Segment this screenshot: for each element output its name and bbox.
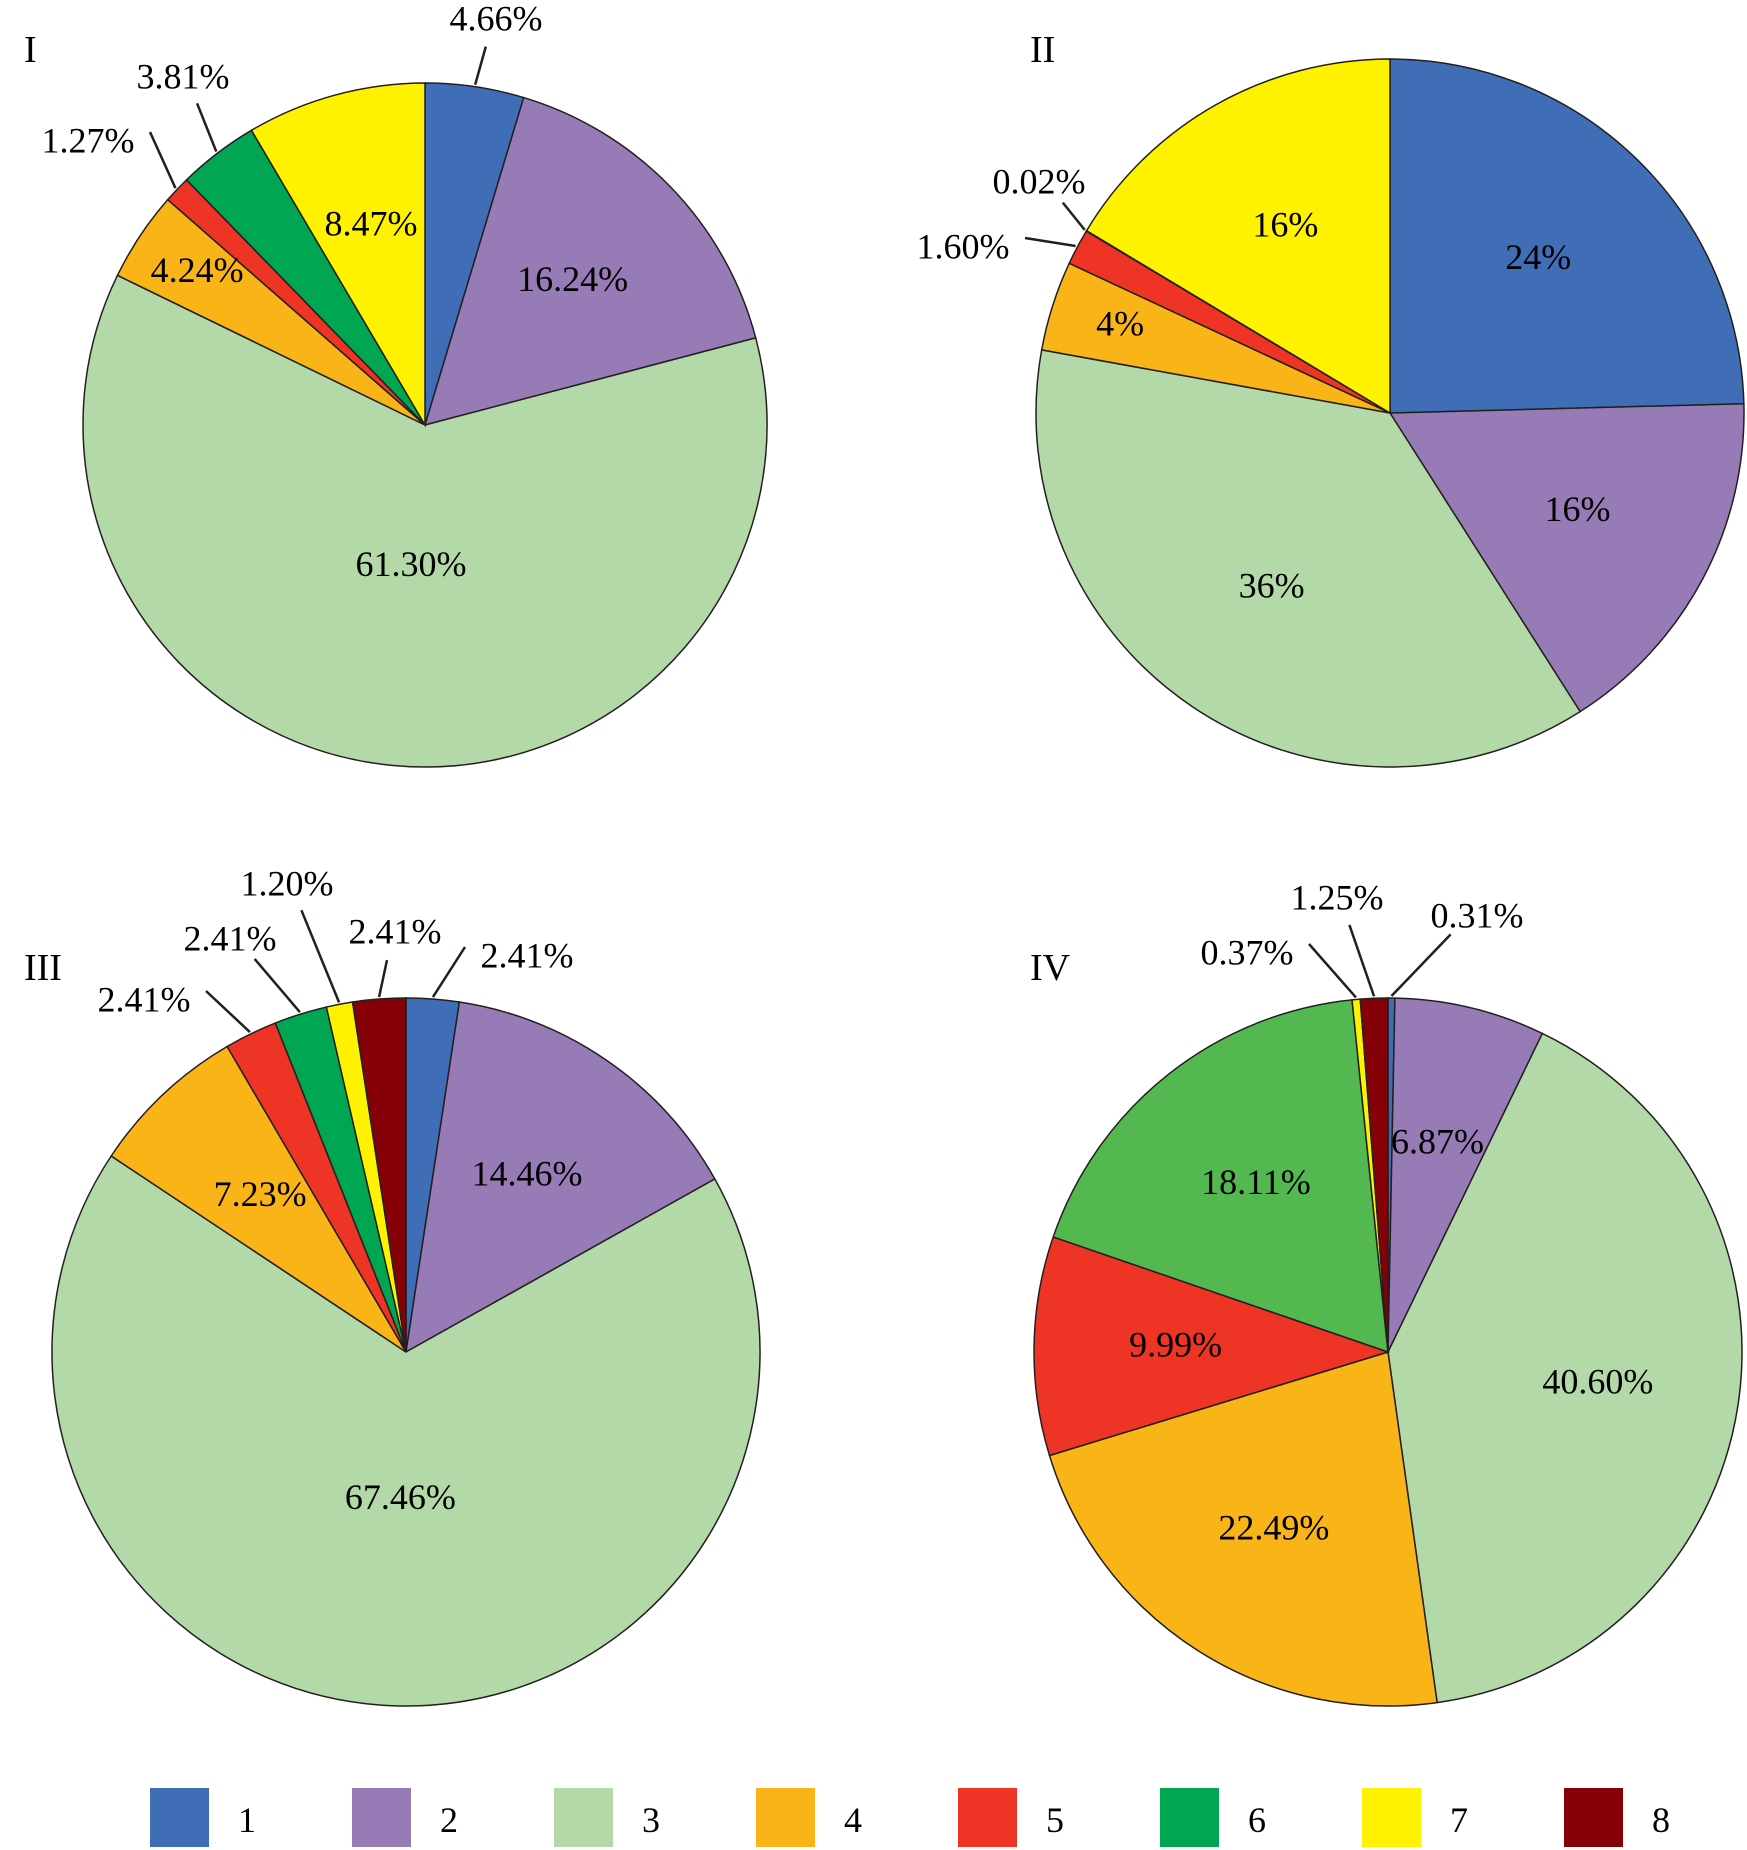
legend-label: 4 [844, 1800, 862, 1840]
leader-line [377, 959, 389, 998]
data-label: 1.25% [1291, 877, 1384, 917]
data-label: 0.37% [1201, 932, 1294, 972]
pie-slice-1 [1389, 58, 1745, 414]
legend-label: 2 [440, 1800, 458, 1840]
data-label: 2.41% [98, 979, 191, 1019]
leader-line [473, 46, 488, 86]
leader-line [1348, 924, 1376, 997]
data-label: 1.20% [241, 863, 334, 903]
legend-label: 5 [1046, 1800, 1064, 1840]
pie-slice-2 [1387, 997, 1544, 1353]
pie-slice-2 [423, 96, 757, 427]
pie-slice-2 [405, 1001, 716, 1354]
pie-I: I 4.66% 16.24% 61.30% 4.24% 1.27%3.81% 8.47% [24, 0, 768, 768]
pie-slice-3 [82, 274, 768, 768]
data-label: 18.11% [1201, 1162, 1311, 1202]
leader-line [148, 131, 177, 189]
data-label: 14.46% [471, 1154, 582, 1194]
legend-label: 1 [238, 1800, 256, 1840]
leader-line [1061, 201, 1086, 231]
data-label: 1.27% [42, 120, 135, 160]
data-label: 2.41% [349, 911, 442, 951]
pie-title: I [24, 29, 37, 71]
legend-label: 6 [1248, 1800, 1266, 1840]
leader-line [431, 946, 467, 998]
pie-title: III [24, 947, 62, 989]
data-label: 4.24% [151, 250, 244, 290]
data-label: 7.23% [214, 1174, 307, 1214]
legend-label: 8 [1652, 1800, 1670, 1840]
legend-swatch-7 [1362, 1788, 1421, 1847]
pie-slice-7 [1085, 58, 1391, 415]
leader-line [195, 102, 218, 153]
data-label: 24% [1505, 237, 1571, 277]
pie-slice-3 [1387, 1032, 1743, 1704]
pie-slice-3 [1035, 349, 1582, 768]
data-label: 22.49% [1218, 1507, 1329, 1547]
legend: 1 2 3 4 5 6 7 8 [150, 1788, 1670, 1847]
data-label: 16% [1252, 204, 1318, 244]
data-label: 6.87% [1391, 1122, 1484, 1162]
leader-line [300, 909, 341, 1003]
legend-label: 3 [642, 1800, 660, 1840]
pie-II: II 24% 16% 36% 4% 1.60% 0.02% 16% [917, 29, 1745, 768]
data-label: 36% [1239, 566, 1305, 606]
pie-slice-8 [1359, 997, 1389, 1353]
data-label: 0.31% [1431, 895, 1524, 935]
pie-slice-5 [1033, 1235, 1391, 1457]
data-label: 0.02% [993, 161, 1086, 201]
pie-slice-7 [250, 82, 426, 428]
legend-swatch-2 [352, 1788, 411, 1847]
pie-slice-4 [110, 1045, 407, 1353]
data-label: 2.41% [184, 918, 277, 958]
data-label: 16.24% [517, 259, 628, 299]
data-label: 61.30% [355, 544, 466, 584]
pie-title: II [1030, 29, 1055, 71]
leader-line [1390, 933, 1452, 997]
leader-line [1308, 943, 1357, 999]
leader-line [1024, 236, 1076, 248]
data-label: 3.81% [137, 56, 230, 96]
data-label: 40.60% [1542, 1361, 1653, 1401]
legend-swatch-3 [554, 1788, 613, 1847]
data-label: 8.47% [325, 203, 418, 243]
pie-slice-4 [1048, 1351, 1438, 1707]
data-label: 16% [1545, 489, 1611, 529]
data-label: 4.66% [450, 0, 543, 38]
legend-swatch-6 [1160, 1788, 1219, 1847]
pie-title: IV [1030, 947, 1071, 989]
pie-slice-6 [1052, 999, 1389, 1354]
leader-line [205, 990, 251, 1033]
pie-slice-8 [351, 997, 407, 1353]
legend-swatch-1 [150, 1788, 209, 1847]
data-label: 1.60% [917, 226, 1010, 266]
legend-swatch-4 [756, 1788, 815, 1847]
data-label: 2.41% [481, 935, 574, 975]
data-label: 9.99% [1129, 1325, 1222, 1365]
data-label: 4% [1096, 303, 1144, 343]
pie-slice-2 [1388, 403, 1745, 713]
leader-line [253, 958, 301, 1013]
pie-IV: IV 0.31% 6.87% 40.60% 22.49% 9.99% 18.11% 0.37%… [1030, 877, 1743, 1707]
legend-swatch-8 [1564, 1788, 1623, 1847]
legend-label: 7 [1450, 1800, 1468, 1840]
pie-III: III 2.41% 14.46% 67.46% 7.23% 2.41% 2.41% 1.20%… [24, 863, 761, 1707]
pie-slice-3 [51, 1154, 761, 1707]
legend-swatch-5 [958, 1788, 1017, 1847]
data-label: 67.46% [345, 1477, 456, 1517]
